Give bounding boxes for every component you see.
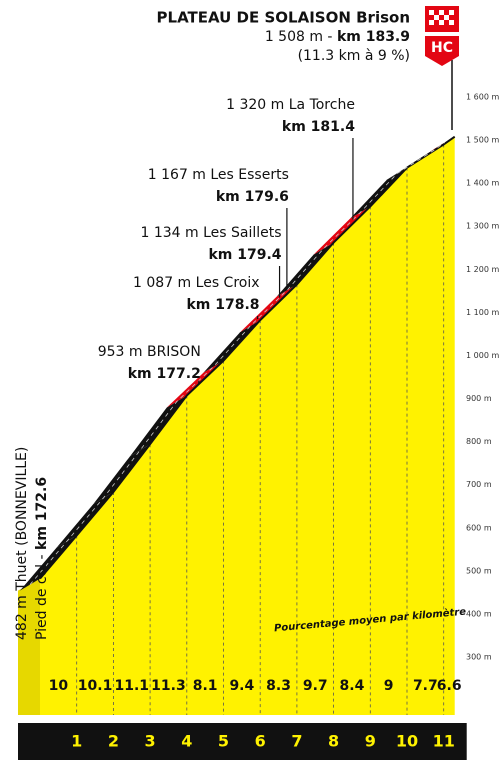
km-marker-label: 1 (71, 732, 82, 751)
km-marker-label: 8 (328, 732, 339, 751)
profile-segment (130, 395, 187, 457)
gradient-label: 11.1 (114, 678, 149, 694)
km-marker-label: 3 (145, 732, 156, 751)
y-tick-label: 900 m (466, 394, 492, 403)
start-km: km 172.6 (34, 477, 50, 550)
decoration (425, 6, 459, 130)
km-marker-label: 5 (218, 732, 229, 751)
start-label: 482 m Thuet (BONNEVILLE) (14, 447, 30, 640)
km-marker-label: 2 (108, 732, 119, 751)
profile-segment (240, 284, 297, 333)
y-tick-label: 1 200 m (466, 265, 499, 274)
category-badge (425, 36, 459, 66)
km-marker-label: 11 (433, 732, 455, 751)
gradient-label: 7.7 (413, 678, 438, 694)
title: PLATEAU DE SOLAISON Brison (157, 9, 410, 27)
waypoint-name: 953 m BRISON (98, 344, 201, 360)
climb-summary: (11.3 km à 9 %) (298, 48, 410, 64)
waypoint-km: km 181.4 (282, 119, 355, 135)
category: HC (431, 40, 453, 56)
start-sub-text: Pied de col - (34, 550, 50, 640)
waypoint-name: 1 134 m Les Saillets (140, 225, 281, 241)
waypoint-km: km 177.2 (128, 366, 201, 382)
flag (425, 6, 459, 32)
y-tick-label: 500 m (466, 566, 492, 575)
profile-segment (93, 444, 151, 505)
y-tick-label: 1 300 m (466, 222, 499, 231)
km-marker-label: 4 (181, 732, 192, 751)
start-label-group: 482 m Thuet (BONNEVILLE) Pied de col - k… (14, 447, 50, 640)
profile-segment (20, 535, 77, 591)
km-band (18, 723, 467, 760)
y-tick-label: 1 500 m (466, 136, 499, 145)
gradient-label: 8.1 (193, 678, 218, 694)
waypoint-name: 1 167 m Les Esserts (148, 167, 289, 183)
waypoint-km: km 178.8 (186, 297, 259, 313)
y-tick-label: 300 m (466, 653, 492, 662)
summit-altitude: 1 508 m - (265, 29, 337, 45)
gradient-label: 9.7 (303, 678, 328, 694)
left-face (18, 578, 40, 715)
km-marker-label: 7 (291, 732, 302, 751)
profile-segment (350, 167, 407, 219)
gradient-label: 9.4 (229, 678, 254, 694)
profile-dash (29, 142, 445, 585)
profile-area (40, 136, 455, 716)
waypoint-km: km 179.4 (208, 247, 281, 263)
km-marker-label: 10 (396, 732, 418, 751)
y-tick-label: 700 m (466, 480, 492, 489)
km-marker-label: 6 (255, 732, 266, 751)
y-tick-label: 1 100 m (466, 308, 499, 317)
y-tick-label: 400 m (466, 609, 492, 618)
summit-line: 1 508 m - km 183.9 (265, 29, 410, 45)
start-sub: Pied de col - km 172.6 (34, 477, 50, 640)
summit-km: km 183.9 (337, 29, 410, 45)
km-marker-label: 9 (365, 732, 376, 751)
gradient-label: 6.6 (437, 678, 462, 694)
profile-segment (56, 492, 114, 548)
waypoint-km: km 179.6 (216, 189, 289, 205)
gradient-label: 9 (384, 678, 394, 694)
gradient-label: 11.3 (151, 678, 186, 694)
y-tick-label: 1 400 m (466, 179, 499, 188)
profile-segment (166, 360, 224, 408)
waypoint-name: 1 320 m La Torche (226, 97, 355, 113)
gradient-label: 10 (49, 678, 69, 694)
y-tick-label: 1 000 m (466, 351, 499, 360)
y-tick-label: 1 600 m (466, 93, 499, 102)
gradient-label: 8.4 (340, 678, 365, 694)
y-tick-label: 800 m (466, 437, 492, 446)
finish-flag (425, 6, 459, 32)
y-tick-label: 600 m (466, 523, 492, 532)
gradient-label: 10.1 (78, 678, 113, 694)
gradient-label: 8.3 (266, 678, 291, 694)
flag-checks (429, 10, 454, 25)
waypoint-name: 1 087 m Les Croix (133, 275, 260, 291)
